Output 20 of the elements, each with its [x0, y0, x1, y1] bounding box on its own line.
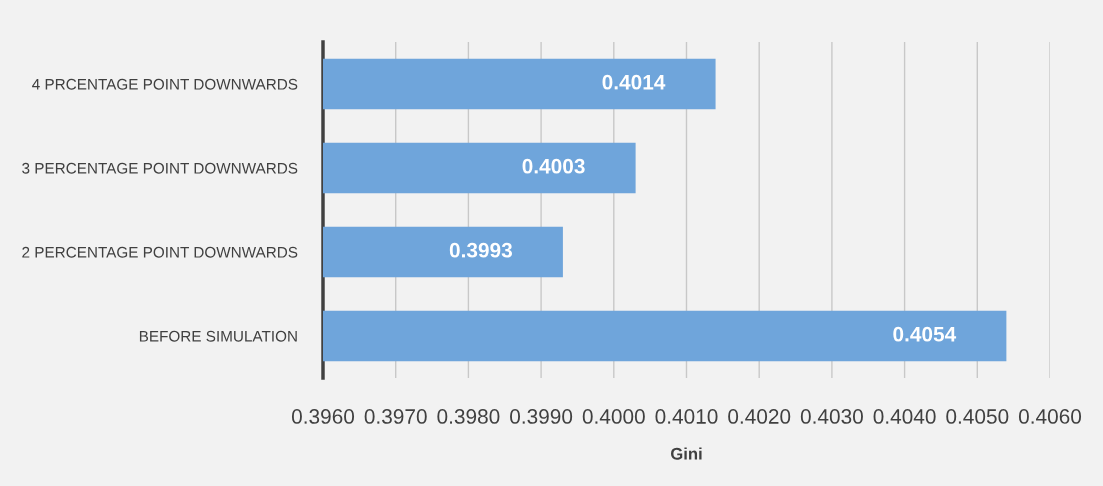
x-tick-label: 0.4060 [1018, 409, 1082, 424]
y-tick-label: 4 PRCENTAGE POINT DOWNWARDS [32, 78, 298, 90]
x-tick-label: 0.4000 [582, 409, 645, 424]
x-tick-label: 0.3990 [510, 409, 573, 424]
y-tick-label: BEFORE SIMULATION [139, 330, 297, 342]
data-label: 0.4014 [602, 74, 666, 90]
x-tick-label: 0.3980 [437, 409, 500, 424]
x-tick-label: 0.4040 [873, 409, 936, 424]
x-tick-label: 0.4030 [800, 409, 863, 424]
data-label: 0.3993 [449, 242, 512, 258]
x-tick-label: 0.3960 [291, 409, 355, 424]
x-tick-label: 0.4050 [946, 409, 1009, 424]
x-tick-label: 0.4010 [655, 409, 718, 424]
data-label: 0.4003 [522, 158, 585, 174]
x-tick-label: 0.4020 [728, 409, 791, 424]
x-axis-title: Gini [670, 447, 702, 460]
y-tick-label: 3 PERCENTAGE POINT DOWNWARDS [22, 162, 298, 174]
x-tick-label: 0.3970 [364, 409, 427, 424]
data-label: 0.4054 [893, 326, 957, 342]
y-tick-label: 2 PERCENTAGE POINT DOWNWARDS [22, 246, 298, 258]
